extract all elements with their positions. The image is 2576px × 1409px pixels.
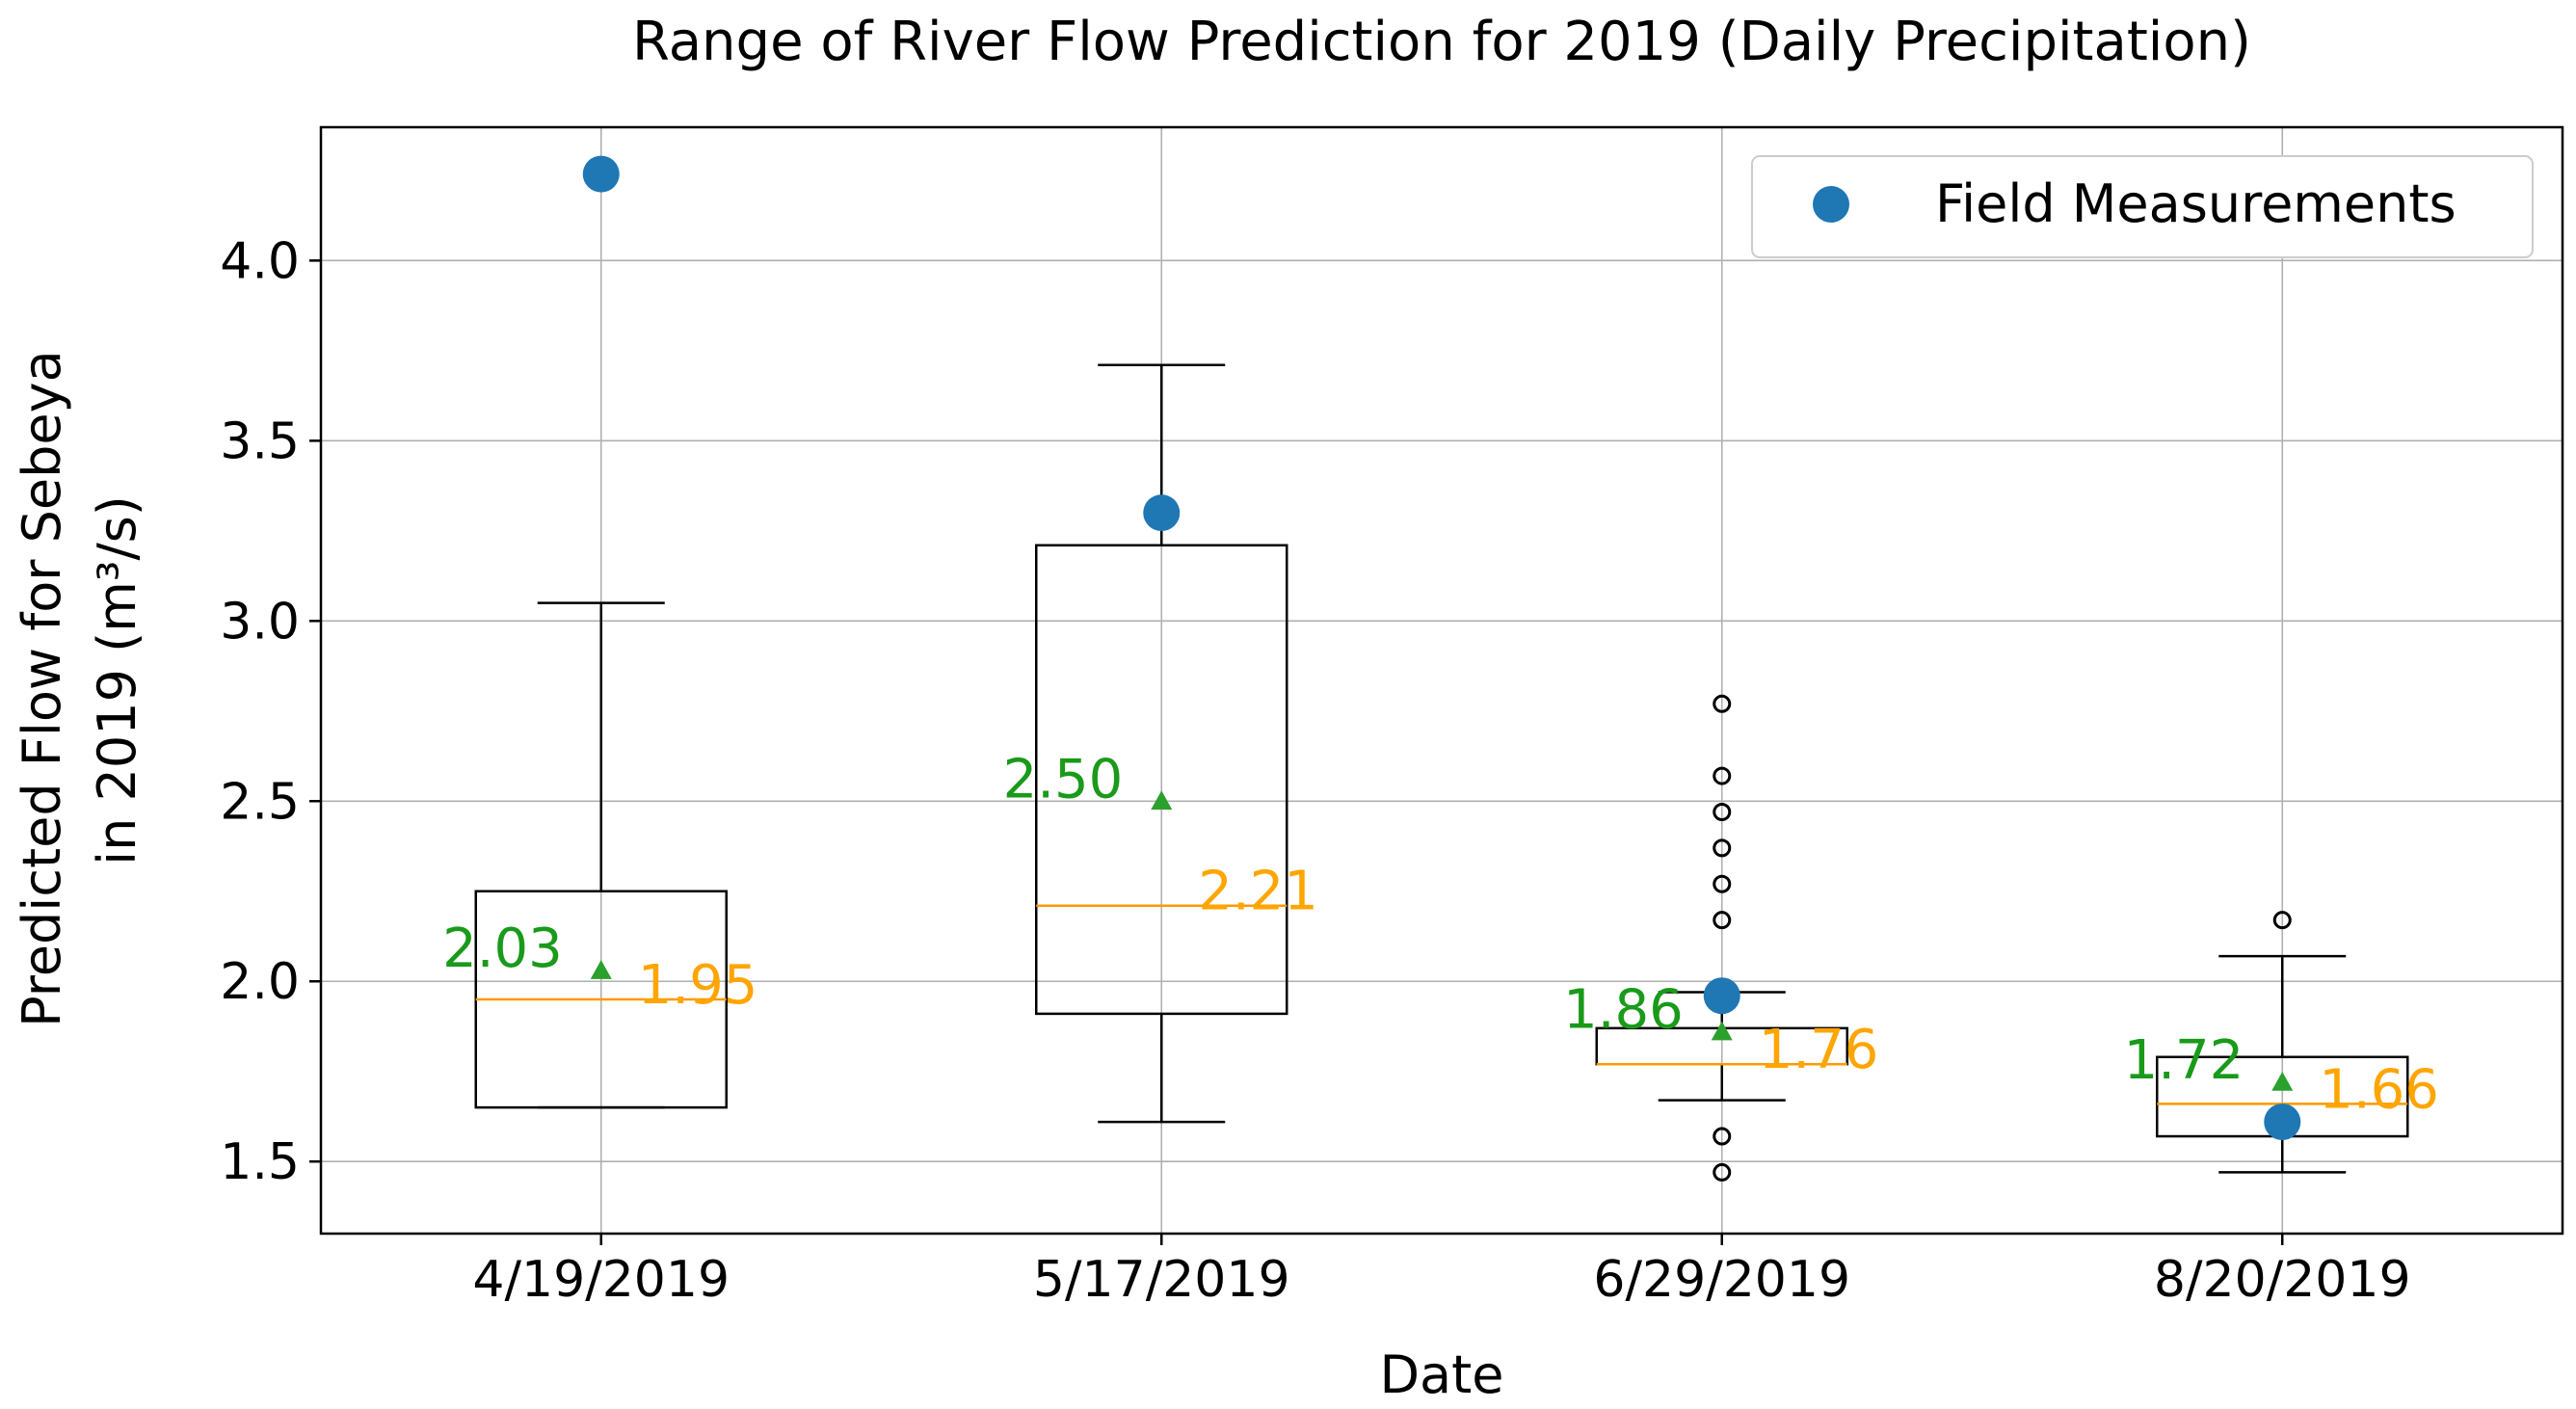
outlier-point xyxy=(1713,1127,1732,1146)
outlier-point xyxy=(1713,1162,1732,1182)
y-tick-label: 3.0 xyxy=(220,593,300,651)
y-axis-label-line1: Predicted Flow for Sebeya xyxy=(12,350,72,1027)
mean-marker xyxy=(1151,790,1173,811)
y-tick-label: 4.0 xyxy=(220,232,300,290)
field-measurement-point xyxy=(1143,494,1181,532)
outlier-point xyxy=(1713,911,1732,930)
x-tick-label: 4/19/2019 xyxy=(472,1251,730,1309)
field-measurement-point xyxy=(1703,977,1740,1015)
y-axis-ticks: 1.5 2.0 2.5 3.0 3.5 4.0 xyxy=(220,232,321,1191)
mean-value-label: 1.72 xyxy=(2124,1029,2244,1092)
x-tick-label: 8/20/2019 xyxy=(2154,1251,2411,1309)
legend-box xyxy=(1751,155,2534,258)
outlier-point xyxy=(2272,911,2292,930)
data-labels: 2.03 1.95 2.50 2.21 1.86 1.76 1.72 1.66 xyxy=(442,748,2439,1121)
y-tick-label: 2.5 xyxy=(220,773,300,831)
plot-frame xyxy=(319,125,2564,1236)
y-tick-label: 2.0 xyxy=(220,953,300,1011)
mean-marker xyxy=(590,960,612,979)
field-measurement-point xyxy=(582,155,620,193)
y-tick-label: 1.5 xyxy=(220,1133,300,1191)
iqr-box xyxy=(1035,544,1288,1016)
x-tick-label: 5/17/2019 xyxy=(1033,1251,1290,1309)
legend-label: Field Measurements xyxy=(1935,173,2456,234)
median-value-label: 1.66 xyxy=(2319,1058,2439,1121)
median-value-label: 1.95 xyxy=(638,954,758,1017)
mean-value-label: 2.50 xyxy=(1003,748,1124,811)
legend: Field Measurements xyxy=(1751,155,2534,258)
mean-marker xyxy=(1711,1021,1733,1041)
x-tick-label: 6/29/2019 xyxy=(1593,1251,1850,1309)
legend-marker-icon xyxy=(1813,186,1849,223)
outlier-point xyxy=(1713,874,1732,893)
field-measurement-points xyxy=(582,155,2301,1141)
x-axis-label: Date xyxy=(1379,1344,1503,1405)
outlier-point xyxy=(1713,766,1732,785)
field-measurement-point xyxy=(2264,1103,2301,1141)
mean-value-label: 2.03 xyxy=(442,917,563,980)
chart-title: Range of River Flow Prediction for 2019 … xyxy=(632,11,2251,73)
y-tick-label: 3.5 xyxy=(220,412,300,470)
box-layer xyxy=(474,363,2409,1182)
y-axis-label-line2: in 2019 (m³/s) xyxy=(87,495,147,865)
median-value-label: 1.76 xyxy=(1759,1019,1879,1081)
mean-marker xyxy=(2271,1071,2294,1091)
mean-value-label: 1.86 xyxy=(1563,979,1684,1042)
x-axis-ticks: 4/19/2019 5/17/2019 6/29/2019 8/20/2019 xyxy=(472,1234,2411,1309)
outlier-point xyxy=(1713,694,1732,713)
y-axis-label: Predicted Flow for Sebeya in 2019 (m³/s) xyxy=(12,333,147,1027)
outlier-point xyxy=(1713,838,1732,858)
outlier-point xyxy=(1713,802,1732,821)
median-value-label: 2.21 xyxy=(1198,861,1318,923)
